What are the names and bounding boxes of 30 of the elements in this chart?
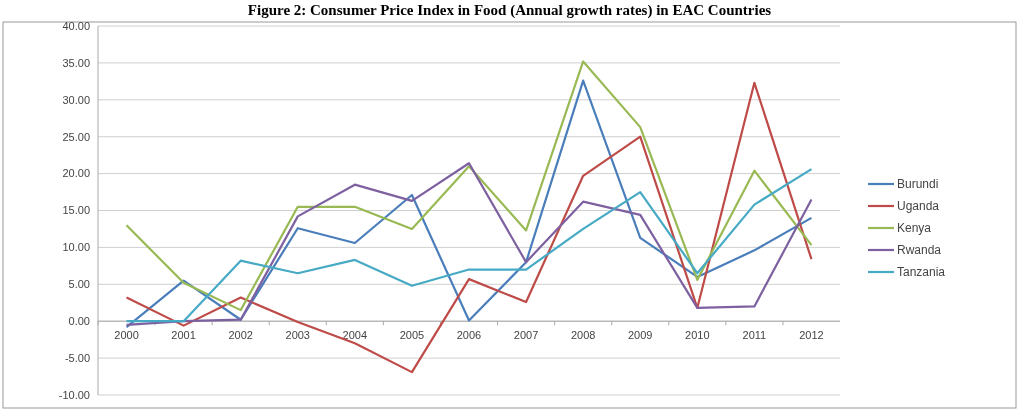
y-tick-label: 20.00 bbox=[62, 167, 90, 180]
x-tick-label: 2002 bbox=[228, 329, 253, 342]
x-tick-label: 2000 bbox=[114, 329, 139, 342]
legend-label: Burundi bbox=[897, 177, 939, 192]
legend-label: Tanzania bbox=[897, 265, 946, 280]
y-tick-label: 25.00 bbox=[62, 130, 90, 143]
x-tick-label: 2001 bbox=[171, 329, 196, 342]
x-tick-label: 2012 bbox=[799, 329, 824, 342]
y-tick-label: 40.00 bbox=[62, 19, 90, 32]
x-tick-label: 2003 bbox=[285, 329, 311, 342]
y-tick-label: 5.00 bbox=[68, 278, 90, 291]
chart-title: Figure 2: Consumer Price Index in Food (Annual growth rates) in EAC Countries bbox=[247, 2, 772, 19]
y-tick-label: 10.00 bbox=[62, 241, 90, 254]
x-tick-label: 2008 bbox=[570, 329, 596, 342]
y-tick-label: -5.00 bbox=[64, 351, 90, 364]
y-tick-label: 15.00 bbox=[62, 204, 90, 217]
x-tick-label: 2007 bbox=[513, 329, 539, 342]
x-tick-label: 2011 bbox=[742, 329, 767, 342]
y-tick-label: 30.00 bbox=[62, 93, 90, 106]
x-tick-label: 2009 bbox=[627, 329, 653, 342]
y-tick-label: 35.00 bbox=[62, 56, 90, 69]
x-tick-label: 2005 bbox=[399, 329, 425, 342]
x-tick-label: 2010 bbox=[685, 329, 710, 342]
x-tick-label: 2006 bbox=[456, 329, 482, 342]
x-tick-label: 2004 bbox=[342, 329, 368, 342]
y-tick-label: -10.00 bbox=[58, 388, 90, 401]
legend-label: Kenya bbox=[897, 221, 932, 236]
y-tick-label: 0.00 bbox=[68, 315, 90, 328]
legend-label: Uganda bbox=[897, 199, 940, 214]
legend-label: Rwanda bbox=[897, 243, 942, 258]
